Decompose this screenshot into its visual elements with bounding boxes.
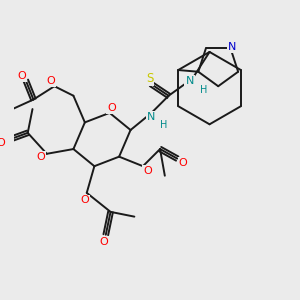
Text: N: N	[228, 42, 237, 52]
Text: H: H	[160, 120, 168, 130]
Text: O: O	[0, 138, 5, 148]
Text: O: O	[143, 166, 152, 176]
Text: O: O	[107, 103, 116, 113]
Text: O: O	[37, 152, 45, 162]
Text: O: O	[178, 158, 187, 168]
Text: N: N	[147, 112, 156, 122]
Text: O: O	[80, 196, 89, 206]
Text: S: S	[146, 72, 153, 85]
Text: O: O	[18, 71, 26, 81]
Text: N: N	[185, 76, 194, 85]
Text: O: O	[46, 76, 55, 86]
Text: O: O	[100, 237, 108, 247]
Text: H: H	[200, 85, 208, 95]
